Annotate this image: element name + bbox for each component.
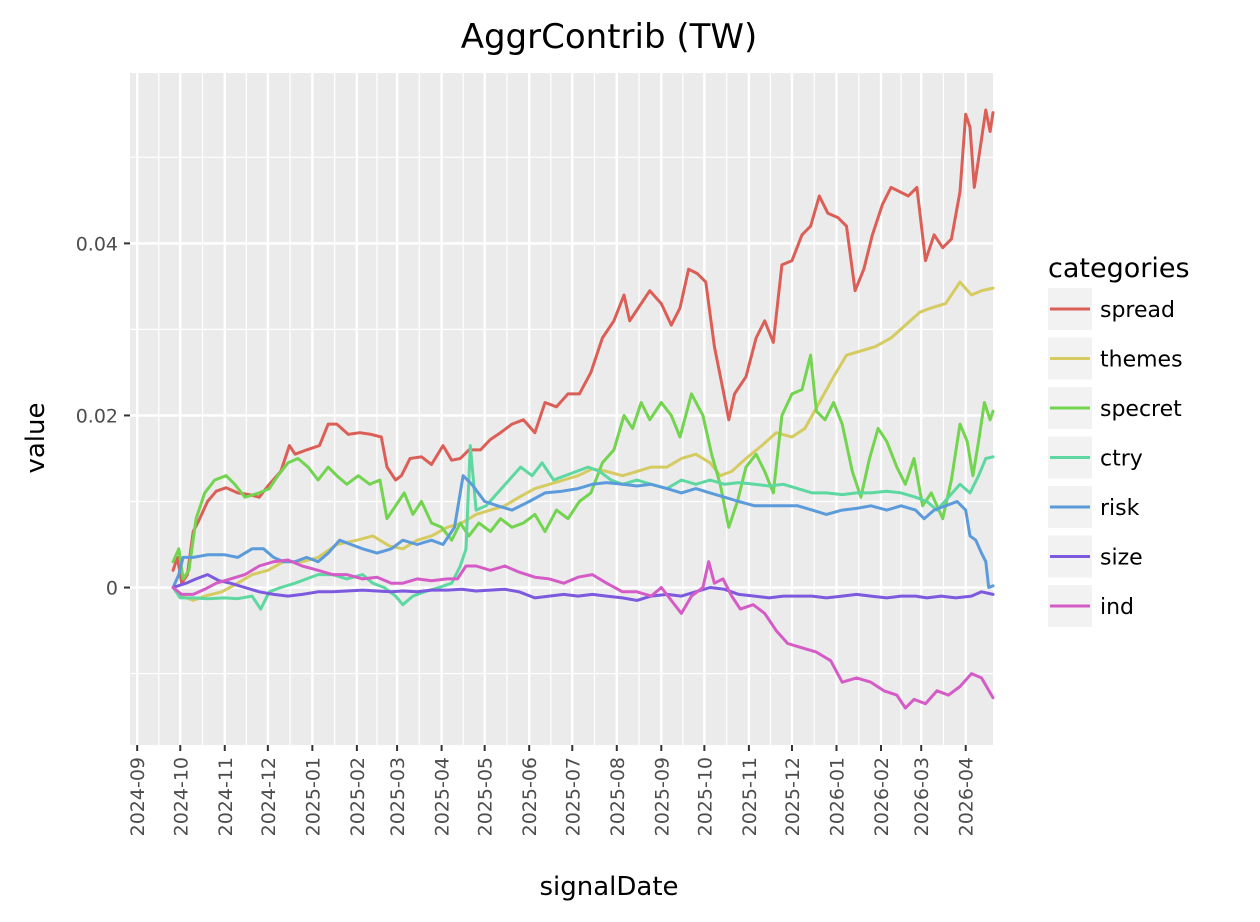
x-tick-label: 2026-03 bbox=[911, 757, 933, 836]
legend-item-spread: spread bbox=[1048, 288, 1175, 330]
plot-panel bbox=[130, 73, 993, 745]
y-tick-label: 0 bbox=[106, 578, 118, 600]
legend-label-themes: themes bbox=[1100, 348, 1183, 373]
x-tick-label: 2025-08 bbox=[607, 757, 629, 836]
legend-title: categories bbox=[1048, 253, 1190, 284]
y-tick-label: 0.04 bbox=[76, 233, 118, 255]
series-line-spread bbox=[171, 108, 995, 585]
legend-item-size: size bbox=[1048, 535, 1143, 578]
x-tick-label: 2024-12 bbox=[258, 757, 280, 836]
x-tick-label: 2025-01 bbox=[302, 757, 324, 836]
x-tick-label: 2025-11 bbox=[739, 757, 761, 836]
legend-label-specret: specret bbox=[1100, 397, 1182, 422]
x-tick-label: 2025-02 bbox=[347, 757, 369, 836]
legend-label-ctry: ctry bbox=[1100, 447, 1143, 472]
x-axis: 2024-09 2024-10 2024-11 2024-12 2025-01 2025-… bbox=[127, 745, 978, 836]
legend-item-ind: ind bbox=[1048, 585, 1134, 627]
series-line-ind bbox=[171, 558, 995, 710]
x-tick-label: 2025-10 bbox=[694, 757, 716, 836]
series-line-specret bbox=[171, 353, 995, 581]
legend-item-specret: specret bbox=[1048, 387, 1182, 429]
x-tick-label: 2024-11 bbox=[215, 757, 237, 836]
series-line-risk bbox=[171, 474, 995, 589]
series-line-ctry bbox=[171, 444, 995, 611]
legend-label-spread: spread bbox=[1100, 298, 1175, 323]
legend-item-risk: risk bbox=[1048, 486, 1140, 528]
x-tick-label: 2024-09 bbox=[127, 757, 149, 836]
x-tick-label: 2025-12 bbox=[782, 757, 804, 836]
chart-title: AggrContrib (TW) bbox=[461, 17, 758, 57]
x-tick-label: 2024-10 bbox=[170, 757, 192, 836]
x-axis-title: signalDate bbox=[539, 872, 678, 902]
y-tick-label: 0.02 bbox=[76, 405, 118, 427]
legend-label-ind: ind bbox=[1100, 595, 1134, 620]
legend-item-ctry: ctry bbox=[1048, 436, 1143, 479]
y-axis: 0 0.02 0.04 bbox=[76, 233, 130, 600]
legend: categories spread themes specret ctry risk si… bbox=[1048, 253, 1190, 627]
x-tick-label: 2025-04 bbox=[432, 757, 454, 836]
x-tick-label: 2026-04 bbox=[956, 757, 978, 836]
x-tick-label: 2025-06 bbox=[519, 757, 541, 836]
x-tick-label: 2025-05 bbox=[475, 757, 497, 836]
x-tick-label: 2026-01 bbox=[826, 757, 848, 836]
legend-item-themes: themes bbox=[1048, 337, 1183, 380]
x-tick-label: 2025-09 bbox=[651, 757, 673, 836]
series-layer bbox=[171, 108, 995, 710]
series-line-size bbox=[171, 573, 995, 602]
y-axis-title: value bbox=[21, 402, 51, 473]
major-gridlines bbox=[130, 73, 993, 745]
x-tick-label: 2025-07 bbox=[562, 757, 584, 836]
legend-label-size: size bbox=[1100, 546, 1143, 571]
legend-label-risk: risk bbox=[1100, 496, 1140, 521]
x-tick-label: 2026-02 bbox=[871, 757, 893, 836]
x-tick-label: 2025-03 bbox=[387, 757, 409, 836]
